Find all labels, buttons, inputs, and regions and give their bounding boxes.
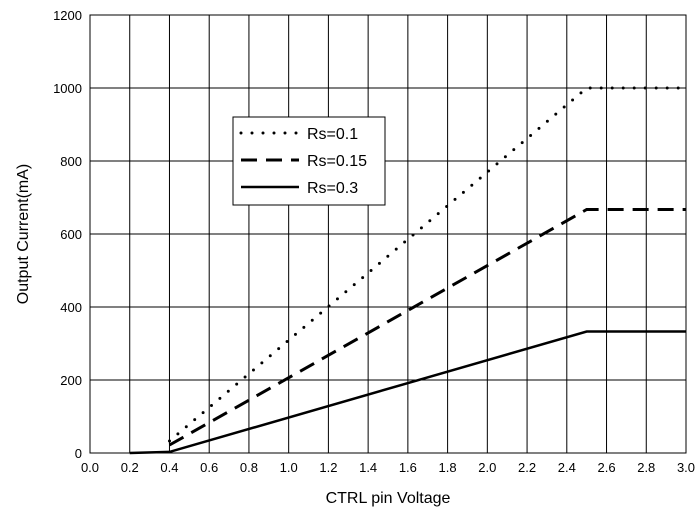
y-tick-label: 600: [60, 227, 82, 242]
x-tick-label: 0.6: [200, 460, 218, 475]
x-tick-labels: 0.0 0.2 0.4 0.6 0.8 1.0 1.2 1.4 1.6 1.8 2.0 2.2 2.4 2…: [81, 460, 695, 475]
x-tick-label: 0.2: [121, 460, 139, 475]
x-tick-label: 1.8: [439, 460, 457, 475]
x-tick-label: 2.4: [558, 460, 576, 475]
x-tick-label: 1.0: [280, 460, 298, 475]
x-tick-label: 2.0: [478, 460, 496, 475]
y-axis-title: Output Current(mA): [15, 164, 32, 304]
x-tick-label: 1.6: [399, 460, 417, 475]
x-tick-label: 0.4: [160, 460, 178, 475]
x-tick-label: 2.6: [597, 460, 615, 475]
legend-label-0: Rs=0.1: [307, 126, 358, 143]
y-tick-label: 200: [60, 373, 82, 388]
x-tick-label: 1.4: [359, 460, 377, 475]
x-tick-label: 3.0: [677, 460, 695, 475]
y-tick-label: 800: [60, 154, 82, 169]
grid-lines: [90, 15, 686, 453]
x-tick-label: 0.8: [240, 460, 258, 475]
y-tick-label: 0: [75, 446, 82, 461]
y-tick-label: 400: [60, 300, 82, 315]
y-tick-label: 1200: [53, 8, 82, 23]
series-line-1: [170, 210, 687, 446]
legend-label-1: Rs=0.15: [307, 153, 367, 170]
x-axis-title: CTRL pin Voltage: [326, 490, 451, 507]
y-tick-labels: 0 200 400 600 800 1000 1200: [53, 8, 82, 461]
y-tick-label: 1000: [53, 81, 82, 96]
x-tick-label: 2.8: [637, 460, 655, 475]
x-tick-label: 1.2: [319, 460, 337, 475]
legend-label-2: Rs=0.3: [307, 180, 358, 197]
legend: Rs=0.1 Rs=0.15 Rs=0.3: [233, 117, 385, 205]
x-tick-label: 2.2: [518, 460, 536, 475]
x-tick-label: 0.0: [81, 460, 99, 475]
